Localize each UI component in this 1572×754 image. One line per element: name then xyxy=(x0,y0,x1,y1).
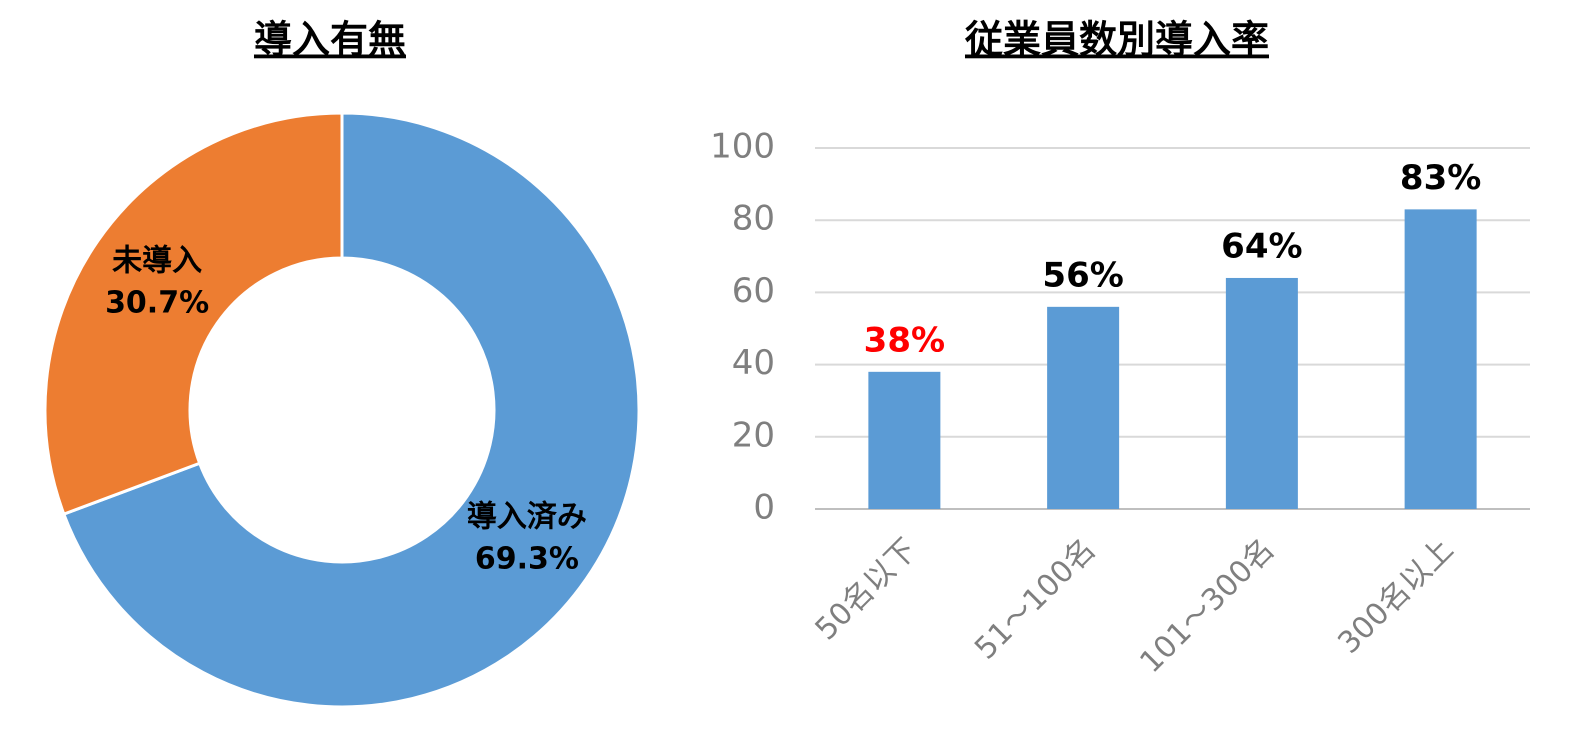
y-tick-label: 0 xyxy=(753,488,775,528)
bar xyxy=(1225,277,1298,509)
y-tick-label: 60 xyxy=(732,271,775,311)
bar xyxy=(868,371,941,509)
y-tick-label: 20 xyxy=(732,415,775,455)
bar xyxy=(1404,209,1477,509)
value-label: 83% xyxy=(1400,158,1481,198)
x-tick-label: 101～300名 xyxy=(1133,532,1281,680)
slice-value-label: 69.3% xyxy=(475,542,579,577)
bar xyxy=(1047,306,1120,509)
slice-label: 未導入 xyxy=(112,243,202,278)
chart-title: 導入有無 xyxy=(254,18,406,62)
chart-title: 従業員数別導入率 xyxy=(964,18,1269,62)
donut-slice xyxy=(43,111,344,517)
y-tick-label: 100 xyxy=(710,127,775,167)
value-label: 56% xyxy=(1042,255,1123,295)
x-tick-label: 300名以上 xyxy=(1331,532,1460,661)
x-tick-label: 51～100名 xyxy=(968,532,1103,667)
y-tick-label: 40 xyxy=(732,343,775,383)
slice-value-label: 30.7% xyxy=(105,285,209,320)
donut-slice xyxy=(61,111,641,709)
value-label: 64% xyxy=(1221,226,1302,266)
x-tick-label: 50名以下 xyxy=(809,532,924,647)
y-tick-label: 80 xyxy=(732,199,775,239)
value-label: 38% xyxy=(864,320,945,360)
slice-label: 導入済み xyxy=(467,500,587,535)
